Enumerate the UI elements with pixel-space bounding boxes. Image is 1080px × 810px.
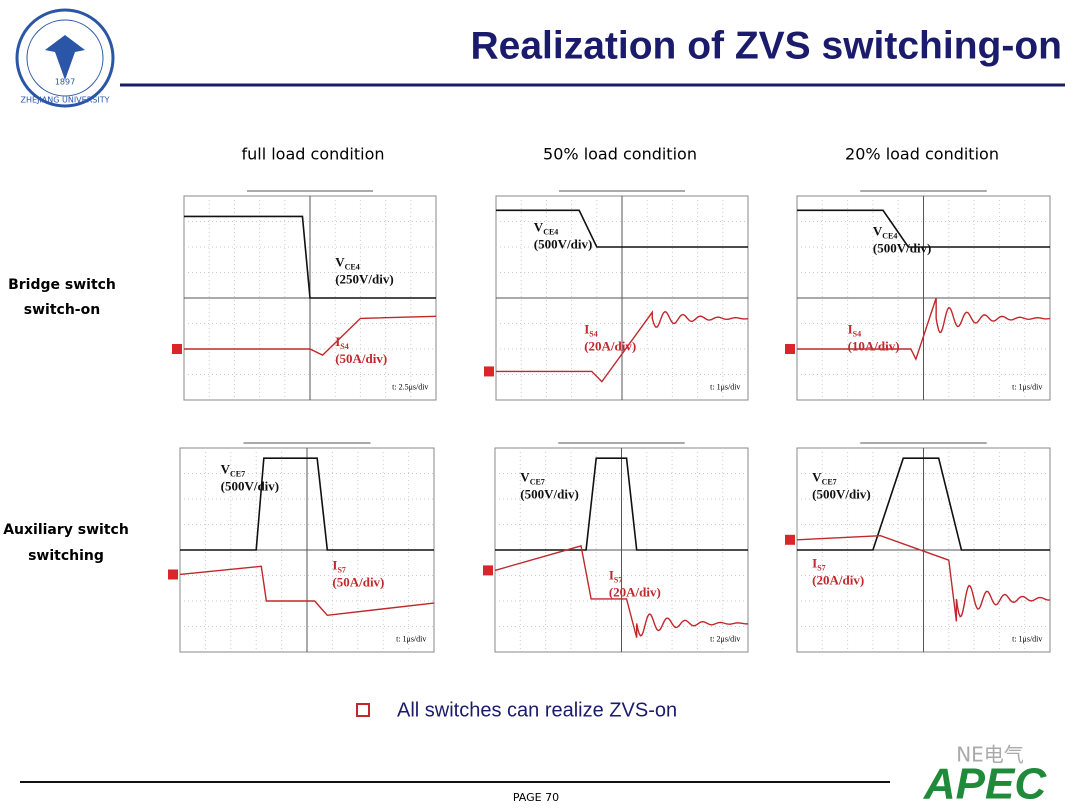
voltage-subscript: CE7 bbox=[530, 477, 545, 486]
current-scale: (50A/div) bbox=[332, 574, 384, 589]
current-trace bbox=[496, 310, 749, 383]
voltage-label: VCE4 bbox=[335, 254, 360, 271]
voltage-symbol: V bbox=[520, 470, 530, 485]
slide-title: Realization of ZVS switching-on bbox=[470, 24, 1062, 67]
current-subscript: S4 bbox=[853, 329, 861, 338]
row-label: switch-on bbox=[24, 302, 100, 318]
voltage-label: VCE4 bbox=[873, 224, 898, 241]
voltage-trace bbox=[496, 209, 748, 248]
current-label: IS4 bbox=[584, 322, 598, 339]
voltage-trace bbox=[797, 457, 1050, 551]
voltage-scale: (250V/div) bbox=[335, 271, 394, 286]
voltage-symbol: V bbox=[335, 254, 345, 269]
voltage-scale: (500V/div) bbox=[873, 241, 932, 256]
voltage-trace bbox=[797, 209, 1050, 248]
current-subscript: S7 bbox=[614, 575, 622, 584]
voltage-scale: (500V/div) bbox=[520, 487, 579, 502]
timebase: t: 1μs/div bbox=[1012, 635, 1042, 644]
channel-marker bbox=[168, 569, 178, 580]
current-label: IS4 bbox=[335, 334, 349, 351]
current-label: IS7 bbox=[812, 555, 826, 572]
column-header: 50% load condition bbox=[543, 145, 697, 164]
page-number: PAGE 70 bbox=[513, 791, 559, 804]
timebase: t: 2μs/div bbox=[710, 635, 740, 644]
current-trace bbox=[797, 297, 1051, 362]
channel-marker bbox=[785, 344, 795, 354]
current-symbol: I bbox=[812, 555, 817, 570]
voltage-subscript: CE7 bbox=[822, 477, 837, 486]
current-symbol: I bbox=[584, 322, 589, 337]
voltage-trace bbox=[184, 215, 436, 299]
timebase: t: 1μs/div bbox=[710, 383, 740, 392]
current-label: IS7 bbox=[332, 557, 346, 574]
logo-name: ZHEJIANG UNIVERSITY bbox=[21, 96, 110, 105]
watermark: NE电气 bbox=[956, 743, 1024, 767]
current-trace bbox=[184, 315, 437, 356]
row-label: Bridge switch bbox=[8, 277, 116, 293]
voltage-label: VCE7 bbox=[812, 470, 837, 487]
voltage-scale: (500V/div) bbox=[221, 478, 280, 493]
voltage-subscript: CE4 bbox=[882, 232, 897, 241]
row-label: switching bbox=[28, 548, 104, 564]
current-symbol: I bbox=[335, 334, 340, 349]
current-trace bbox=[179, 565, 435, 617]
current-trace bbox=[494, 545, 749, 638]
current-scale: (50A/div) bbox=[335, 351, 387, 366]
logo-year: 1897 bbox=[55, 78, 75, 87]
brand: APEC bbox=[923, 760, 1047, 809]
channel-marker bbox=[484, 366, 494, 377]
channel-marker bbox=[785, 534, 795, 545]
current-symbol: I bbox=[609, 568, 614, 583]
timebase: t: 2.5μs/div bbox=[392, 383, 428, 392]
voltage-symbol: V bbox=[812, 470, 822, 485]
voltage-symbol: V bbox=[873, 224, 883, 239]
scope-panel: VCE7(500V/div) IS7(20A/div) t: 2μs/div bbox=[483, 442, 749, 653]
voltage-label: VCE4 bbox=[534, 220, 559, 237]
voltage-trace bbox=[180, 457, 434, 551]
current-scale: (20A/div) bbox=[609, 585, 661, 600]
current-subscript: S4 bbox=[340, 342, 348, 351]
channel-marker bbox=[483, 565, 493, 576]
channel-marker bbox=[172, 344, 182, 354]
voltage-label: VCE7 bbox=[221, 461, 246, 478]
current-symbol: I bbox=[848, 322, 853, 337]
current-symbol: I bbox=[332, 557, 337, 572]
current-scale: (10A/div) bbox=[848, 339, 900, 354]
timebase: t: 1μs/div bbox=[396, 635, 426, 644]
logo: 1897 ZHEJIANG UNIVERSITY bbox=[15, 8, 115, 108]
scope-panel: VCE7(500V/div) IS7(20A/div) t: 1μs/div bbox=[785, 442, 1051, 653]
scope-panel: VCE4(500V/div) IS4(10A/div) t: 1μs/div bbox=[785, 190, 1051, 401]
column-header: full load condition bbox=[241, 145, 384, 164]
voltage-symbol: V bbox=[534, 220, 544, 235]
voltage-scale: (500V/div) bbox=[812, 487, 871, 502]
current-trace bbox=[796, 535, 1051, 622]
current-subscript: S4 bbox=[589, 329, 597, 338]
current-label: IS4 bbox=[848, 322, 862, 339]
current-label: IS7 bbox=[609, 568, 623, 585]
bullet-text: All switches can realize ZVS-on bbox=[397, 699, 677, 721]
voltage-subscript: CE7 bbox=[230, 469, 245, 478]
scope-panel: VCE4(250V/div) IS4(50A/div) t: 2.5μs/div bbox=[172, 190, 437, 401]
scope-panel: VCE7(500V/div) IS7(50A/div) t: 1μs/div bbox=[168, 442, 435, 653]
voltage-symbol: V bbox=[221, 461, 231, 476]
scope-panel: VCE4(500V/div) IS4(20A/div) t: 1μs/div bbox=[484, 190, 749, 401]
voltage-subscript: CE4 bbox=[345, 262, 360, 271]
voltage-label: VCE7 bbox=[520, 470, 545, 487]
scope-panels: VCE4(250V/div)IS4(50A/div)t: 2.5μs/divVC… bbox=[168, 190, 1051, 653]
voltage-trace bbox=[495, 457, 748, 551]
column-header: 20% load condition bbox=[845, 145, 999, 164]
bullet-marker bbox=[356, 703, 370, 717]
current-subscript: S7 bbox=[817, 563, 825, 572]
row-label: Auxiliary switch bbox=[3, 522, 129, 538]
timebase: t: 1μs/div bbox=[1012, 383, 1042, 392]
current-subscript: S7 bbox=[337, 565, 345, 574]
current-scale: (20A/div) bbox=[812, 572, 864, 587]
current-scale: (20A/div) bbox=[584, 339, 636, 354]
voltage-scale: (500V/div) bbox=[534, 237, 593, 252]
voltage-subscript: CE4 bbox=[543, 227, 558, 236]
